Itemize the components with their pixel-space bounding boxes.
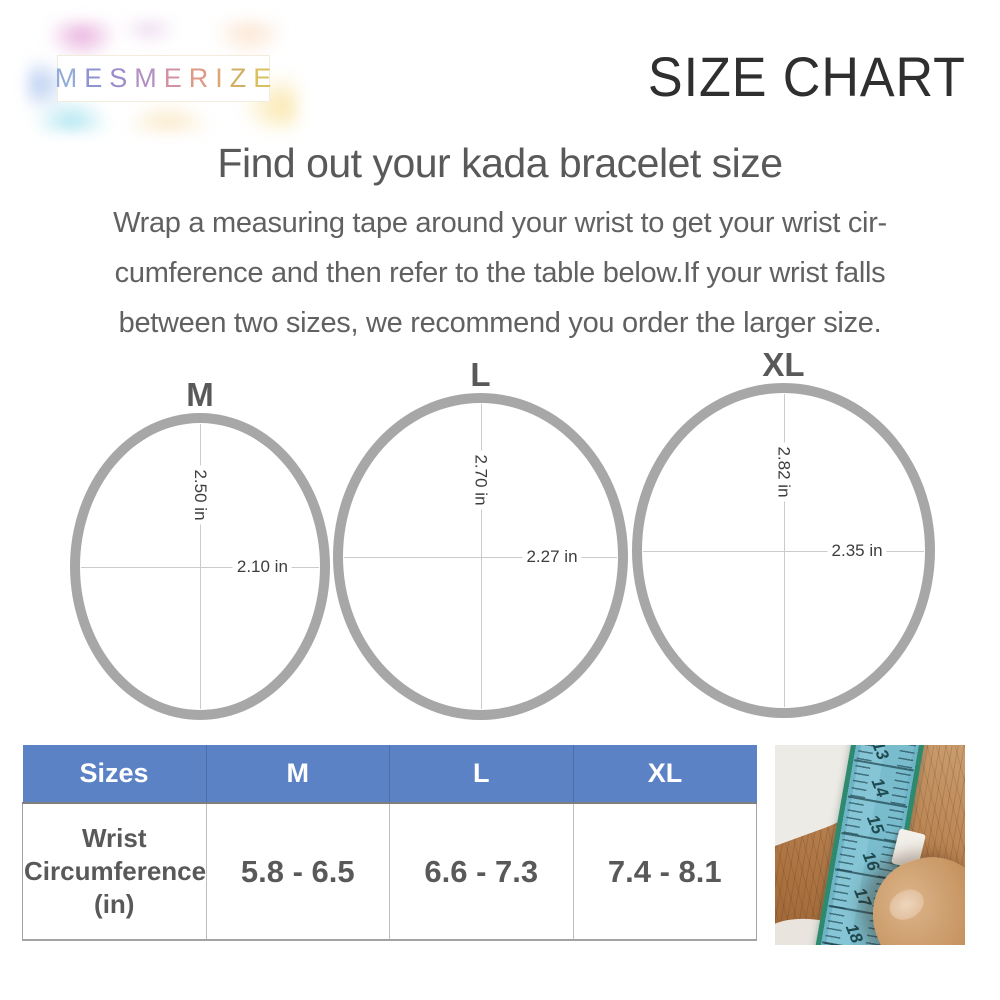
brand-letter: E xyxy=(253,63,279,93)
size-table-header-row: Sizes M L XL xyxy=(22,745,757,804)
horizontal-axis-line xyxy=(81,566,319,568)
size-label-m: M xyxy=(186,376,214,413)
brand-letter: Z xyxy=(229,63,254,93)
tape-number: 15 xyxy=(863,812,888,837)
table-header-sizes: Sizes xyxy=(22,745,207,804)
section-heading: Find out your kada bracelet size xyxy=(217,140,783,186)
brand-letter: M xyxy=(134,63,164,93)
brand-letter: E xyxy=(84,63,110,93)
cell-l-range: 6.6 - 7.3 xyxy=(389,802,574,941)
description-text: Wrap a measuring tape around your wrist … xyxy=(40,198,960,348)
brand-letter: I xyxy=(215,63,230,93)
description-line: Wrap a measuring tape around your wrist … xyxy=(113,207,887,239)
table-header-l: L xyxy=(389,745,574,804)
size-circle-xl: XL 2.82 in 2.35 in xyxy=(632,348,935,718)
table-header-xl: XL xyxy=(573,745,757,804)
brand-letter: E xyxy=(163,63,189,93)
cell-xl-range: 7.4 - 8.1 xyxy=(572,802,757,941)
tape-number: 18 xyxy=(841,921,867,945)
value-m: 5.8 - 6.5 xyxy=(240,853,355,889)
wrist-measuring-photo: 13 14 15 16 17 18 xyxy=(775,745,965,945)
horizontal-axis-line xyxy=(643,550,924,552)
row-header-line: Circumference xyxy=(24,856,207,886)
size-label-l: L xyxy=(470,356,491,393)
description-line: between two sizes, we recommend you orde… xyxy=(118,307,882,339)
description-line: cumference and then refer to the table b… xyxy=(114,257,886,289)
brand-letter: R xyxy=(188,63,216,93)
tape-number: 17 xyxy=(850,885,875,910)
row-header-line: (in) xyxy=(94,889,135,919)
width-measurement-xl: 2.35 in xyxy=(827,540,887,561)
tape-number: 14 xyxy=(867,775,893,801)
brand-letter: S xyxy=(109,63,135,93)
height-measurement-m: 2.50 in xyxy=(190,465,210,525)
width-measurement-m: 2.10 in xyxy=(232,556,292,577)
height-measurement-l: 2.70 in xyxy=(470,450,491,510)
horizontal-axis-line xyxy=(344,556,617,558)
brand-letter: M xyxy=(54,63,85,93)
bracelet-ring-xl: 2.82 in 2.35 in xyxy=(632,383,935,718)
size-label-xl: XL xyxy=(762,346,805,383)
size-table: Sizes M L XL Wrist Circumference (in) 5.… xyxy=(22,745,757,941)
height-measurement-xl: 2.82 in xyxy=(773,442,794,502)
value-l: 6.6 - 7.3 xyxy=(424,853,539,889)
table-row: Wrist Circumference (in) 5.8 - 6.5 6.6 -… xyxy=(22,802,757,941)
row-header-line: Wrist xyxy=(81,823,147,853)
bracelet-ring-m: 2.50 in 2.10 in xyxy=(70,413,330,720)
table-header-m: M xyxy=(206,745,390,804)
bracelet-ring-l: 2.70 in 2.27 in xyxy=(333,393,628,720)
thumbnail-nail xyxy=(884,883,930,926)
page-title: SIZE CHART xyxy=(648,45,966,108)
width-measurement-l: 2.27 in xyxy=(522,546,582,567)
size-circle-l: L 2.70 in 2.27 in xyxy=(333,358,628,720)
cell-m-range: 5.8 - 6.5 xyxy=(205,802,390,941)
value-xl: 7.4 - 8.1 xyxy=(607,853,722,889)
row-header-wrist-circumference: Wrist Circumference (in) xyxy=(22,802,207,941)
size-circle-m: M 2.50 in 2.10 in xyxy=(70,378,330,720)
